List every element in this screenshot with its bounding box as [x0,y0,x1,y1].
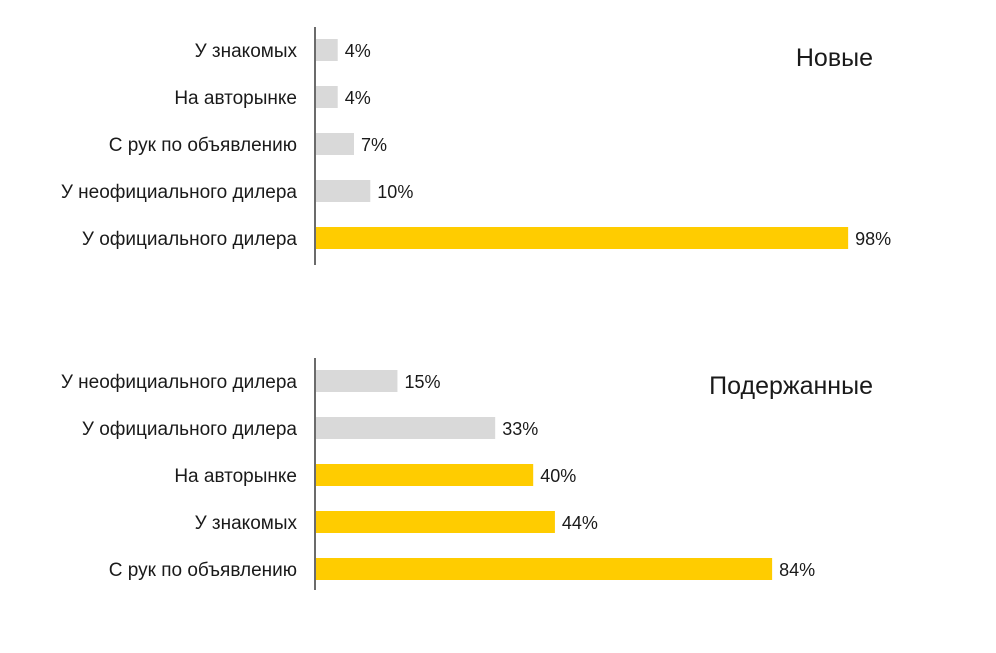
chart-new-cars: Новые У знакомых 4% На авторынке 4% С рук по… [61,27,891,265]
value-label: 7% [361,135,387,155]
category-label: На авторынке [174,466,297,487]
bar [316,133,355,155]
bar [316,558,773,580]
category-label: С рук по объявлению [109,560,297,581]
category-label: У неофициального дилера [61,182,298,203]
value-label: 40% [540,466,576,486]
value-label: 10% [377,182,413,202]
value-label: 84% [779,560,815,580]
chart-title: Подержанные [709,372,873,400]
bar [316,227,849,249]
category-label: У знакомых [195,41,298,62]
bar [316,511,555,533]
bar [316,180,371,202]
value-label: 33% [502,419,538,439]
category-label: У официального дилера [82,419,298,440]
category-label: У неофициального дилера [61,372,298,393]
value-label: 98% [855,229,891,249]
value-label: 4% [345,41,371,61]
value-label: 44% [562,513,598,533]
category-label: На авторынке [174,88,297,109]
category-label: У официального дилера [82,229,298,250]
chart-title: Новые [796,44,873,72]
bar [316,417,496,439]
value-label: 4% [345,88,371,108]
bar [316,464,534,486]
category-label: С рук по объявлению [109,135,297,156]
value-label: 15% [404,372,440,392]
bar [316,370,398,392]
bar [316,86,338,108]
category-label: У знакомых [195,513,298,534]
chart-used-cars: Подержанные У неофициального дилера 15% У … [61,358,873,590]
bar [316,39,338,61]
